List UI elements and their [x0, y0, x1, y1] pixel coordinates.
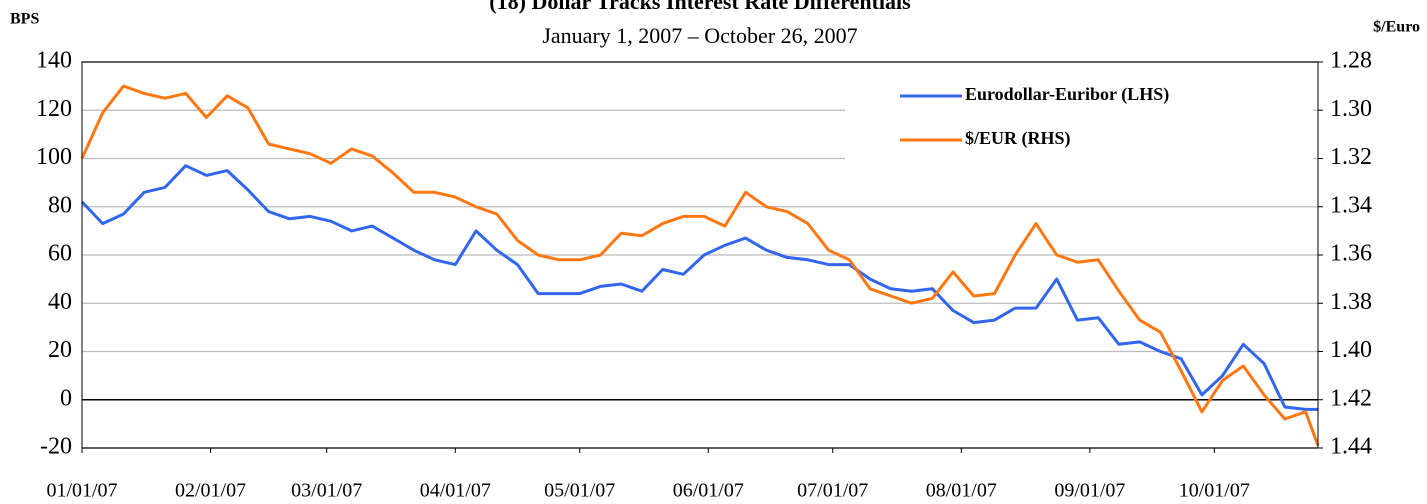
x-tick-label: 07/01/07 [797, 480, 868, 502]
series-line [80, 84, 1320, 447]
series-line [80, 164, 1318, 411]
y-tick-label: 40 [48, 289, 72, 315]
y2-tick-label: 1.40 [1330, 337, 1372, 363]
y-tick-label: -20 [40, 434, 72, 460]
chart-title: (18) Dollar Tracks Interest Rate Differe… [489, 0, 911, 14]
x-tick-label: 06/01/07 [673, 480, 744, 502]
y-tick-label: 140 [36, 48, 72, 74]
legend-label: $/EUR (RHS) [965, 128, 1071, 149]
y2-tick-label: 1.30 [1330, 96, 1372, 122]
x-tick-label: 05/01/07 [544, 480, 615, 502]
x-tick-label: 08/01/07 [926, 480, 997, 502]
x-tick-label: 04/01/07 [420, 480, 491, 502]
x-tick-label: 09/01/07 [1054, 480, 1125, 502]
y-tick-label: 100 [36, 144, 72, 170]
plot-frame [81, 61, 1319, 449]
y2-axis-label: $/Euro [1373, 19, 1420, 36]
x-tick-label: 02/01/07 [175, 480, 246, 502]
x-tick-label: 03/01/07 [291, 480, 362, 502]
y2-tick-label: 1.42 [1330, 385, 1372, 411]
y-tick-label: 60 [48, 241, 72, 267]
x-tick-label: 10/01/07 [1179, 480, 1250, 502]
y-tick-label: 120 [36, 96, 72, 122]
y-axis-label: BPS [10, 11, 39, 28]
legend-box [845, 76, 1313, 166]
y2-tick-label: 1.38 [1330, 289, 1372, 315]
x-tick-label: 01/01/07 [46, 480, 117, 502]
legend-label: Eurodollar-Euribor (LHS) [965, 84, 1169, 105]
y2-tick-label: 1.44 [1330, 434, 1372, 460]
chart-subtitle: January 1, 2007 – October 26, 2007 [542, 23, 857, 48]
y2-tick-label: 1.36 [1330, 241, 1372, 267]
y2-tick-label: 1.32 [1330, 144, 1372, 170]
y-tick-label: 20 [48, 337, 72, 363]
y2-tick-label: 1.28 [1330, 48, 1372, 74]
y-tick-label: 80 [48, 192, 72, 218]
y2-tick-label: 1.34 [1330, 192, 1372, 218]
y-tick-label: 0 [60, 385, 72, 411]
